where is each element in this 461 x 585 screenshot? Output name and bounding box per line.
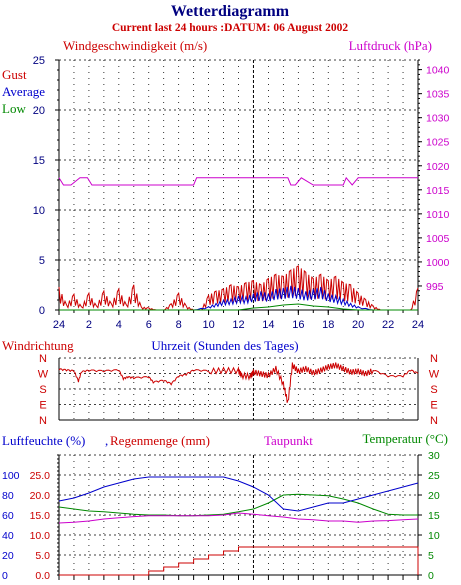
page-title: Wetterdiagramm: [171, 3, 290, 20]
temperature-y-tick-label: 0: [428, 570, 434, 582]
pressure-y-tick-label: 1005: [426, 233, 450, 245]
pressure-y-tick-label: 1020: [426, 161, 450, 173]
x-tick-label: 8: [176, 319, 182, 331]
rain-y-tick-label: 0.0: [35, 570, 50, 582]
humidity-y-tick-label: 20: [2, 550, 14, 562]
rain-y-tick-label: 20.0: [30, 490, 51, 502]
pressure-y-tick-label: 1000: [426, 257, 450, 269]
direction-axis-label: Windrichtung: [2, 338, 74, 353]
temperature-y-tick-label: 5: [428, 550, 434, 562]
pressure-y-tick-label: 1025: [426, 137, 450, 149]
wind-y-tick-label: 15: [33, 155, 45, 167]
x-tick-label: 22: [382, 319, 394, 331]
page-subtitle: Current last 24 hours :DATUM: 06 August …: [112, 22, 349, 34]
x-tick-label: 24: [412, 319, 424, 331]
dewpoint-legend: Taupunkt: [264, 433, 313, 448]
x-tick-label: 20: [352, 319, 364, 331]
wind-y-tick-label: 20: [33, 105, 45, 117]
humidity-axis-label: Luftfeuchte (%): [2, 433, 85, 448]
legend-gust: Gust: [2, 67, 27, 82]
series-low: [59, 303, 418, 311]
pressure-y-tick-label: 1040: [426, 65, 450, 77]
time-axis-label: Uhrzeit (Stunden des Tages): [151, 338, 298, 353]
pressure-y-tick-label: 1015: [426, 185, 450, 197]
direction-right-label: E: [430, 400, 437, 412]
direction-right-label: N: [430, 415, 438, 427]
x-tick-label: 14: [262, 319, 274, 331]
humidity-y-tick-label: 40: [2, 530, 14, 542]
direction-left-label: S: [39, 384, 46, 396]
temperature-y-tick-label: 10: [428, 530, 440, 542]
wind-y-tick-label: 5: [39, 255, 45, 267]
humidity-y-tick-label: 0: [2, 570, 8, 582]
series-gust: [58, 265, 419, 311]
tick-layer: 0510152025995100010051010101510201025103…: [2, 55, 450, 582]
rain-y-tick-label: 15.0: [30, 510, 51, 522]
temperature-y-tick-label: 30: [428, 450, 440, 462]
humidity-y-tick-label: 100: [2, 470, 20, 482]
rain-y-tick-label: 5.0: [35, 550, 50, 562]
temperature-y-tick-label: 25: [428, 470, 440, 482]
x-tick-label: 24: [53, 319, 65, 331]
direction-left-label: N: [39, 353, 47, 365]
x-tick-label: 2: [86, 319, 92, 331]
series-humidity: [58, 476, 419, 512]
rain-axis-label: Regenmenge (mm): [110, 433, 210, 448]
wind-axis-label: Windgeschwindigkeit (m/s): [63, 38, 207, 53]
wind-y-tick-label: 0: [39, 305, 45, 317]
direction-right-label: W: [429, 369, 440, 381]
pressure-y-tick-label: 995: [426, 281, 444, 293]
wind-y-tick-label: 25: [33, 55, 45, 67]
direction-right-label: S: [430, 384, 437, 396]
direction-right-label: N: [430, 353, 438, 365]
direction-left-label: W: [38, 369, 49, 381]
pressure-y-tick-label: 1010: [426, 209, 450, 221]
pressure-y-tick-label: 1030: [426, 113, 450, 125]
rain-y-tick-label: 10.0: [30, 530, 51, 542]
pressure-y-tick-label: 1035: [426, 89, 450, 101]
temperature-y-tick-label: 15: [428, 510, 440, 522]
rain-y-tick-label: 25.0: [30, 470, 51, 482]
x-tick-label: 4: [116, 319, 122, 331]
x-tick-label: 10: [202, 319, 214, 331]
legend-average: Average: [2, 84, 45, 99]
comma-separator: ,: [105, 433, 108, 448]
series-dewpoint: [58, 512, 419, 524]
series-pressure: [58, 176, 418, 186]
series-wind-direction: [58, 362, 419, 403]
pressure-axis-label: Luftdruck (hPa): [349, 38, 432, 53]
series-temperature: [58, 493, 418, 517]
x-tick-label: 16: [292, 319, 304, 331]
series-layer: [58, 176, 419, 576]
humidity-y-tick-label: 60: [2, 510, 14, 522]
direction-left-label: N: [39, 415, 47, 427]
humidity-y-tick-label: 80: [2, 490, 14, 502]
x-tick-label: 6: [146, 319, 152, 331]
wind-y-tick-label: 10: [33, 205, 45, 217]
temperature-axis-label: Temperatur (°C): [362, 431, 448, 446]
direction-left-label: E: [39, 400, 46, 412]
temperature-y-tick-label: 20: [428, 490, 440, 502]
x-tick-label: 12: [232, 319, 244, 331]
legend-low: Low: [2, 101, 26, 116]
x-tick-label: 18: [322, 319, 334, 331]
series-rain: [59, 546, 419, 576]
